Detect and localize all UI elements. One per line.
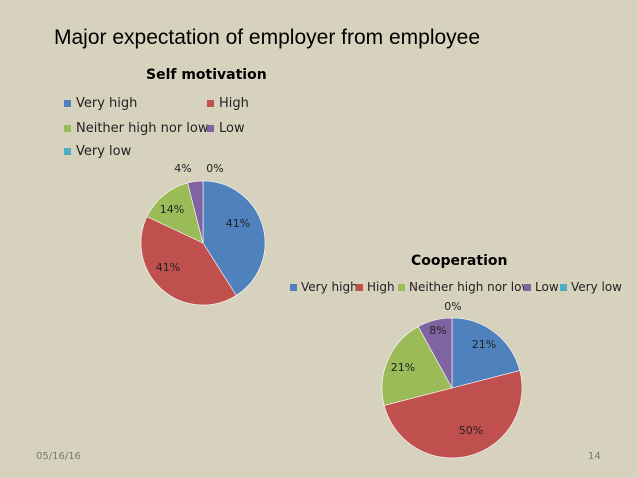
data-label: 0% [444,300,461,313]
legend-swatch [64,124,71,132]
chart-title: Self motivation [146,67,267,83]
pie-1: 21% 50% 21% 8% 0% [381,300,523,459]
legend-item: Neither high nor low [398,281,531,293]
slide-title: Major expectation of employer from emplo… [54,26,481,49]
pie-slice-low [187,180,204,244]
legend-swatch [356,283,363,291]
legend-item: Very high [64,97,137,110]
data-label: 50% [459,424,483,437]
data-label: 8% [429,324,446,337]
legend-item: Low [524,281,559,293]
legend-swatch [560,283,567,291]
legend-label: Neither high nor low [76,120,209,136]
pie-slice-neither-high-nor-low [381,326,453,406]
legend-item: Neither high nor low [64,122,209,135]
legend-label: Very high [301,280,358,294]
data-label: 4% [174,162,191,175]
pie-slice-very-high [202,180,266,296]
pie-slice-low [417,317,453,389]
data-label: 41% [156,261,180,274]
legend-item: Low [207,122,245,135]
legend-swatch [524,283,531,291]
legend-label: High [219,95,249,111]
legend-item: High [356,281,395,293]
legend-label: High [367,280,395,294]
legend-swatch [207,124,214,132]
legend-item: Very high [290,281,358,293]
data-label: 0% [206,162,223,175]
legend-label: Neither high nor low [409,280,532,294]
pie-slice-very-high [451,317,521,389]
legend-label: Very low [76,143,132,159]
legend-item: High [207,97,249,110]
legend-label: Low [535,280,559,294]
data-label: 41% [226,217,250,230]
pie-slice-high [383,370,523,459]
legend-swatch [398,283,405,291]
legend-label: Low [219,120,245,136]
pie-slice-high [140,216,237,306]
legend-swatch [64,99,71,107]
legend-label: Very high [76,95,138,111]
pie-slice-neither-high-nor-low [146,182,204,244]
data-label: 21% [472,338,496,351]
data-label: 21% [391,361,415,374]
legend-swatch [207,99,214,107]
chart-title: Cooperation [411,253,508,269]
data-label: 14% [160,203,184,216]
slide-page-number: 14 [588,451,601,462]
slide-date: 05/16/16 [36,451,81,462]
legend-item: Very low [560,281,622,293]
legend-swatch [290,283,297,291]
pie-0: 41% 41% 14% 4% 0% [140,162,266,306]
legend-swatch [64,147,71,155]
legend-item: Very low [64,145,131,158]
legend-label: Very low [571,280,622,294]
